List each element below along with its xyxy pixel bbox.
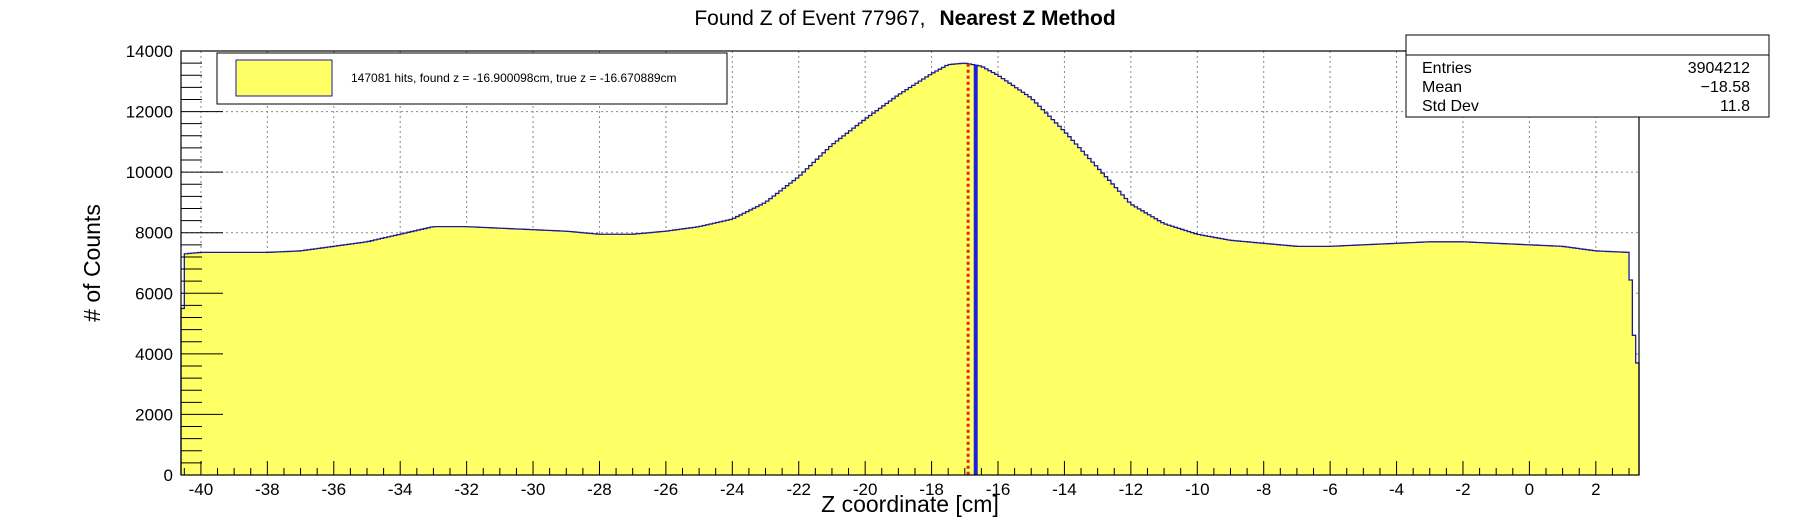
x-tick-label-7: -26 [654, 480, 679, 499]
x-axis-title: Z coordinate [cm] [821, 491, 999, 517]
chart-title-method: Nearest Z Method [939, 7, 1115, 30]
x-tick-label-13: -14 [1052, 480, 1077, 499]
legend-entry-label: 147081 hits, found z = -16.900098cm, tru… [351, 71, 677, 85]
x-tick-label-18: -4 [1389, 480, 1404, 499]
x-tick-label-1: -38 [255, 480, 280, 499]
y-tick-label-6: 12000 [126, 103, 173, 122]
x-tick-label-10: -20 [853, 480, 878, 499]
x-tick-label-9: -22 [786, 480, 811, 499]
legend-swatch [235, 59, 333, 97]
plot-frame-border [180, 50, 1640, 476]
chart-title-main: Found Z of Event 77967, [694, 7, 925, 30]
histogram-fill [181, 63, 1639, 475]
x-tick-label-3: -34 [388, 480, 413, 499]
stats-entries-value: 3904212 [1688, 60, 1750, 77]
x-tick-label-17: -6 [1323, 480, 1338, 499]
x-tick-label-6: -28 [587, 480, 612, 499]
x-tick-label-12: -16 [986, 480, 1011, 499]
y-tick-label-5: 10000 [126, 163, 173, 182]
x-tick-label-2: -36 [321, 480, 346, 499]
x-tick-label-21: 2 [1591, 480, 1600, 499]
legend: 147081 hits, found z = -16.900098cm, tru… [216, 52, 728, 105]
stats-entries-label: Entries [1422, 60, 1472, 77]
y-tick-label-3: 6000 [135, 284, 173, 303]
y-tick-label-7: 14000 [126, 42, 173, 61]
y-axis-title: # of Counts [79, 204, 105, 322]
y-tick-label-0: 0 [164, 466, 173, 485]
stats-box-frame [1405, 34, 1770, 118]
y-tick-label-4: 8000 [135, 224, 173, 243]
stats-box: Entries 3904212 Mean −18.58 Std Dev 11.8 [1405, 34, 1770, 118]
stats-stddev-label: Std Dev [1422, 98, 1479, 115]
x-tick-label-16: -8 [1256, 480, 1271, 499]
x-tick-label-5: -30 [521, 480, 546, 499]
stats-mean-label: Mean [1422, 79, 1462, 96]
stats-stddev-value: 11.8 [1720, 98, 1750, 115]
stats-mean-value: −18.58 [1701, 79, 1750, 96]
x-tick-label-8: -24 [720, 480, 745, 499]
x-tick-label-11: -18 [919, 480, 944, 499]
chart-title: Found Z of Event 77967, Nearest Z Method [694, 7, 1115, 30]
y-tick-label-1: 2000 [135, 405, 173, 424]
x-tick-label-0: -40 [189, 480, 214, 499]
y-axis: 0 2000 4000 6000 8000 10000 12000 14000 [126, 42, 223, 485]
x-axis: -40 -38 -36 -34 -32 -30 -28 -26 -24 -22 -20 -18 -16-… [183, 461, 1630, 499]
x-tick-label-4: -32 [454, 480, 479, 499]
x-tick-label-14: -12 [1119, 480, 1144, 499]
x-tick-label-15: -10 [1185, 480, 1210, 499]
y-tick-label-2: 4000 [135, 345, 173, 364]
histogram-outline [180, 62, 1640, 475]
x-tick-label-19: -2 [1455, 480, 1470, 499]
x-tick-label-20: 0 [1525, 480, 1534, 499]
